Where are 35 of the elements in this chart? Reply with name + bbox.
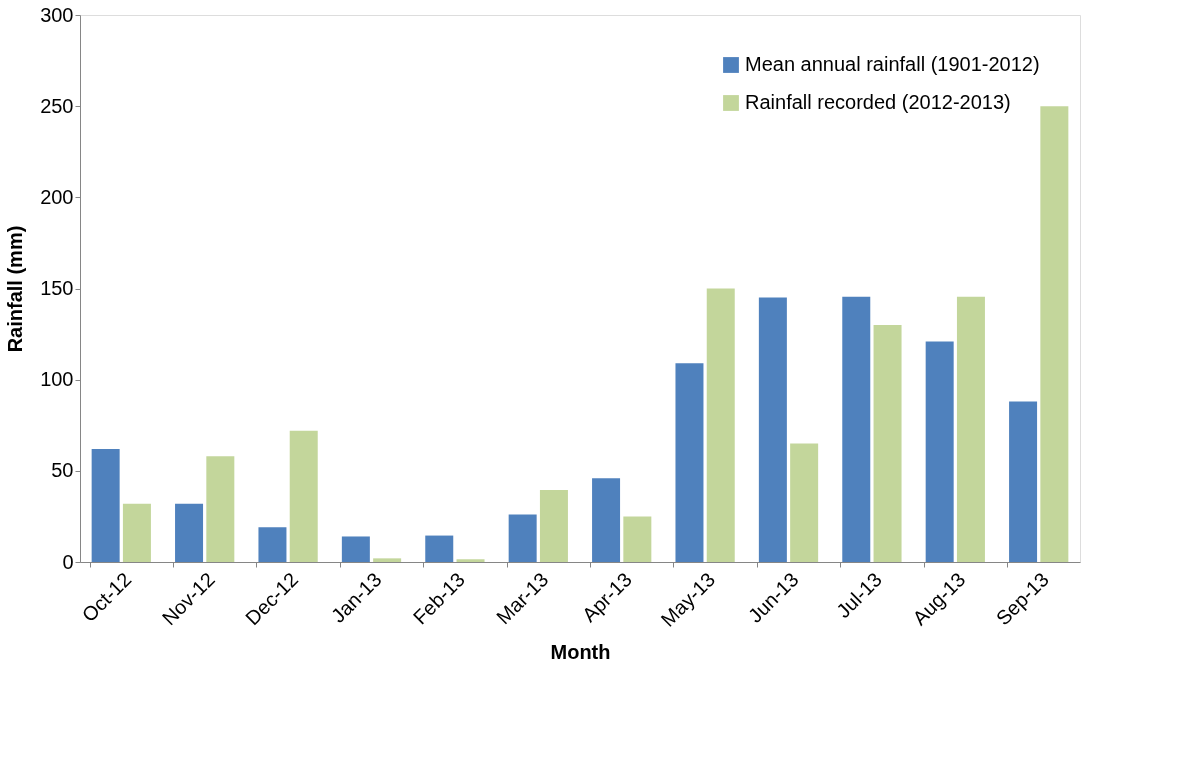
bar bbox=[289, 430, 318, 562]
bar bbox=[258, 527, 287, 562]
y-tick-label: 200 bbox=[40, 185, 74, 208]
bar bbox=[956, 296, 985, 562]
bar bbox=[122, 503, 151, 562]
y-tick-label: 300 bbox=[40, 3, 74, 26]
bar bbox=[1040, 106, 1069, 562]
bar bbox=[623, 516, 652, 562]
bar bbox=[91, 448, 120, 562]
legend-label: Mean annual rainfall (1901-2012) bbox=[745, 53, 1040, 75]
bar bbox=[373, 558, 402, 562]
bar bbox=[706, 288, 735, 562]
bar bbox=[175, 503, 204, 562]
y-tick-label: 100 bbox=[40, 368, 74, 391]
y-tick-label: 250 bbox=[40, 94, 74, 117]
x-axis-title: Month bbox=[550, 640, 611, 663]
y-tick-label: 150 bbox=[40, 277, 74, 299]
legend-label: Rainfall recorded (2012-2013) bbox=[745, 91, 1011, 113]
bar bbox=[925, 341, 954, 562]
bar bbox=[592, 478, 621, 562]
bar bbox=[508, 514, 537, 562]
bar bbox=[425, 535, 454, 562]
y-tick-label: 50 bbox=[51, 459, 74, 482]
bar bbox=[206, 456, 235, 562]
bar bbox=[842, 296, 871, 562]
y-tick-label: 0 bbox=[62, 550, 74, 573]
bar bbox=[539, 489, 568, 562]
bar bbox=[758, 297, 787, 562]
y-axis-title: Rainfall (mm) bbox=[4, 225, 27, 353]
bar bbox=[675, 363, 704, 562]
bar bbox=[873, 324, 902, 562]
bar bbox=[1009, 401, 1038, 562]
bar bbox=[790, 443, 819, 562]
bar bbox=[341, 536, 370, 562]
bar bbox=[456, 559, 485, 562]
